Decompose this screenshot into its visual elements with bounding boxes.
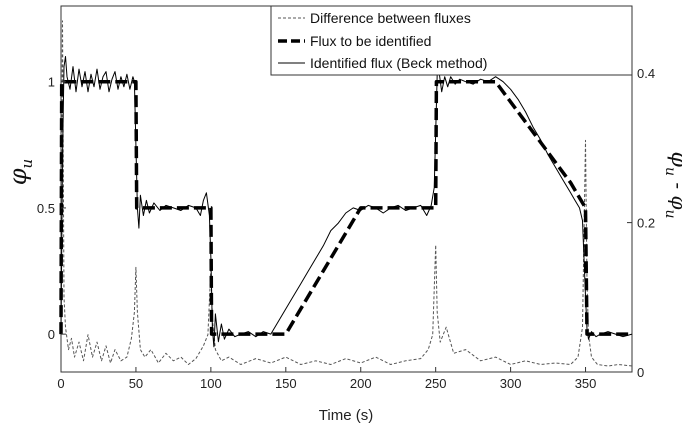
legend-label-identified: Identified flux (Beck method) <box>310 55 487 71</box>
data-layer <box>59 20 633 367</box>
legend: Difference between fluxes Flux to be ide… <box>270 5 633 76</box>
x-axis-label: Time (s) <box>319 407 373 424</box>
legend-label-difference: Difference between fluxes <box>310 10 471 26</box>
x-tick-label: 150 <box>275 376 297 391</box>
x-tick-label: 0 <box>57 376 64 391</box>
y-right-tick-label: 0.4 <box>637 66 655 81</box>
series-line-difference-between-fluxes <box>60 20 633 367</box>
x-tick-label: 200 <box>350 376 372 391</box>
y-axis-left-label: φu <box>4 159 36 185</box>
svg-text:φ̂u - φu: φ̂u - φu <box>662 152 682 219</box>
y-left-tick-label: 1 <box>48 75 55 90</box>
y-left-tick-label: 0 <box>48 327 55 342</box>
y-right-tick-label: 0 <box>637 365 644 380</box>
y-left-tick-label: 0.5 <box>37 201 55 216</box>
tick-layer: 0 50 100 150 200 250 300 350 0 0.5 1 0 0.2 0.4 <box>37 66 655 391</box>
x-tick-label: 100 <box>200 376 222 391</box>
svg-text:φu: φu <box>4 159 36 185</box>
x-tick-label: 350 <box>575 376 597 391</box>
x-tick-label: 50 <box>129 376 143 391</box>
y-axis-right-label: φ̂u - φu <box>662 152 682 219</box>
legend-label-flux-target: Flux to be identified <box>310 33 431 49</box>
x-tick-label: 300 <box>500 376 522 391</box>
series-line-identified-flux-beck-method <box>60 56 633 348</box>
y-right-tick-label: 0.2 <box>637 216 655 231</box>
series-line-flux-to-be-identified <box>59 79 632 336</box>
legend-box <box>270 5 633 76</box>
x-tick-label: 250 <box>425 376 447 391</box>
